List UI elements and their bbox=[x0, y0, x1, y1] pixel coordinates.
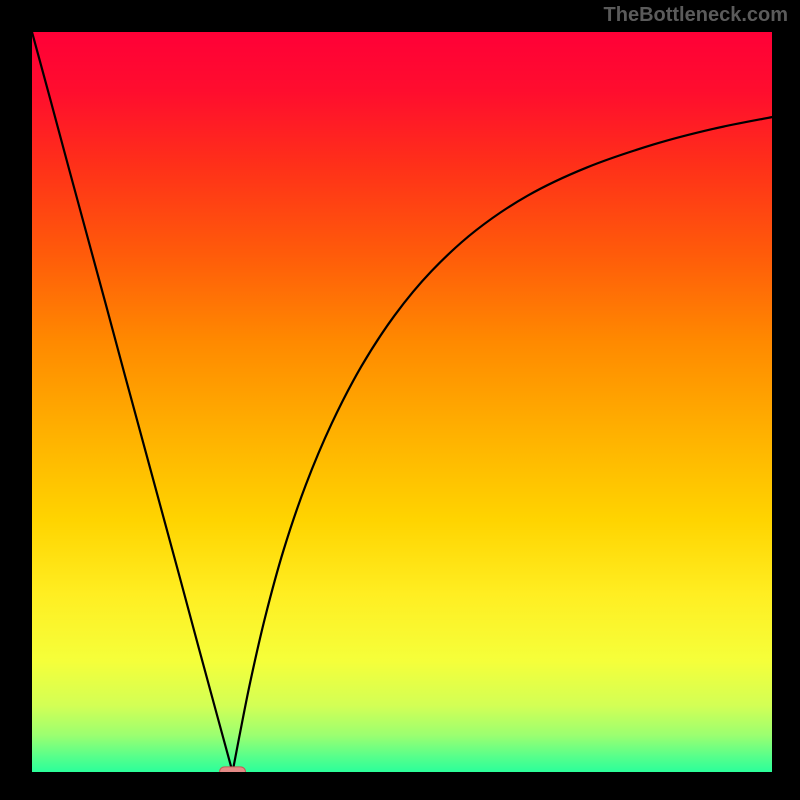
minimum-marker bbox=[220, 767, 246, 772]
chart-container: TheBottleneck.com bbox=[0, 0, 800, 800]
curve-left-branch bbox=[32, 32, 233, 772]
curve-right-branch bbox=[233, 117, 772, 772]
plot-area bbox=[32, 32, 772, 772]
curve-svg bbox=[32, 32, 772, 772]
watermark-text: TheBottleneck.com bbox=[604, 4, 788, 27]
